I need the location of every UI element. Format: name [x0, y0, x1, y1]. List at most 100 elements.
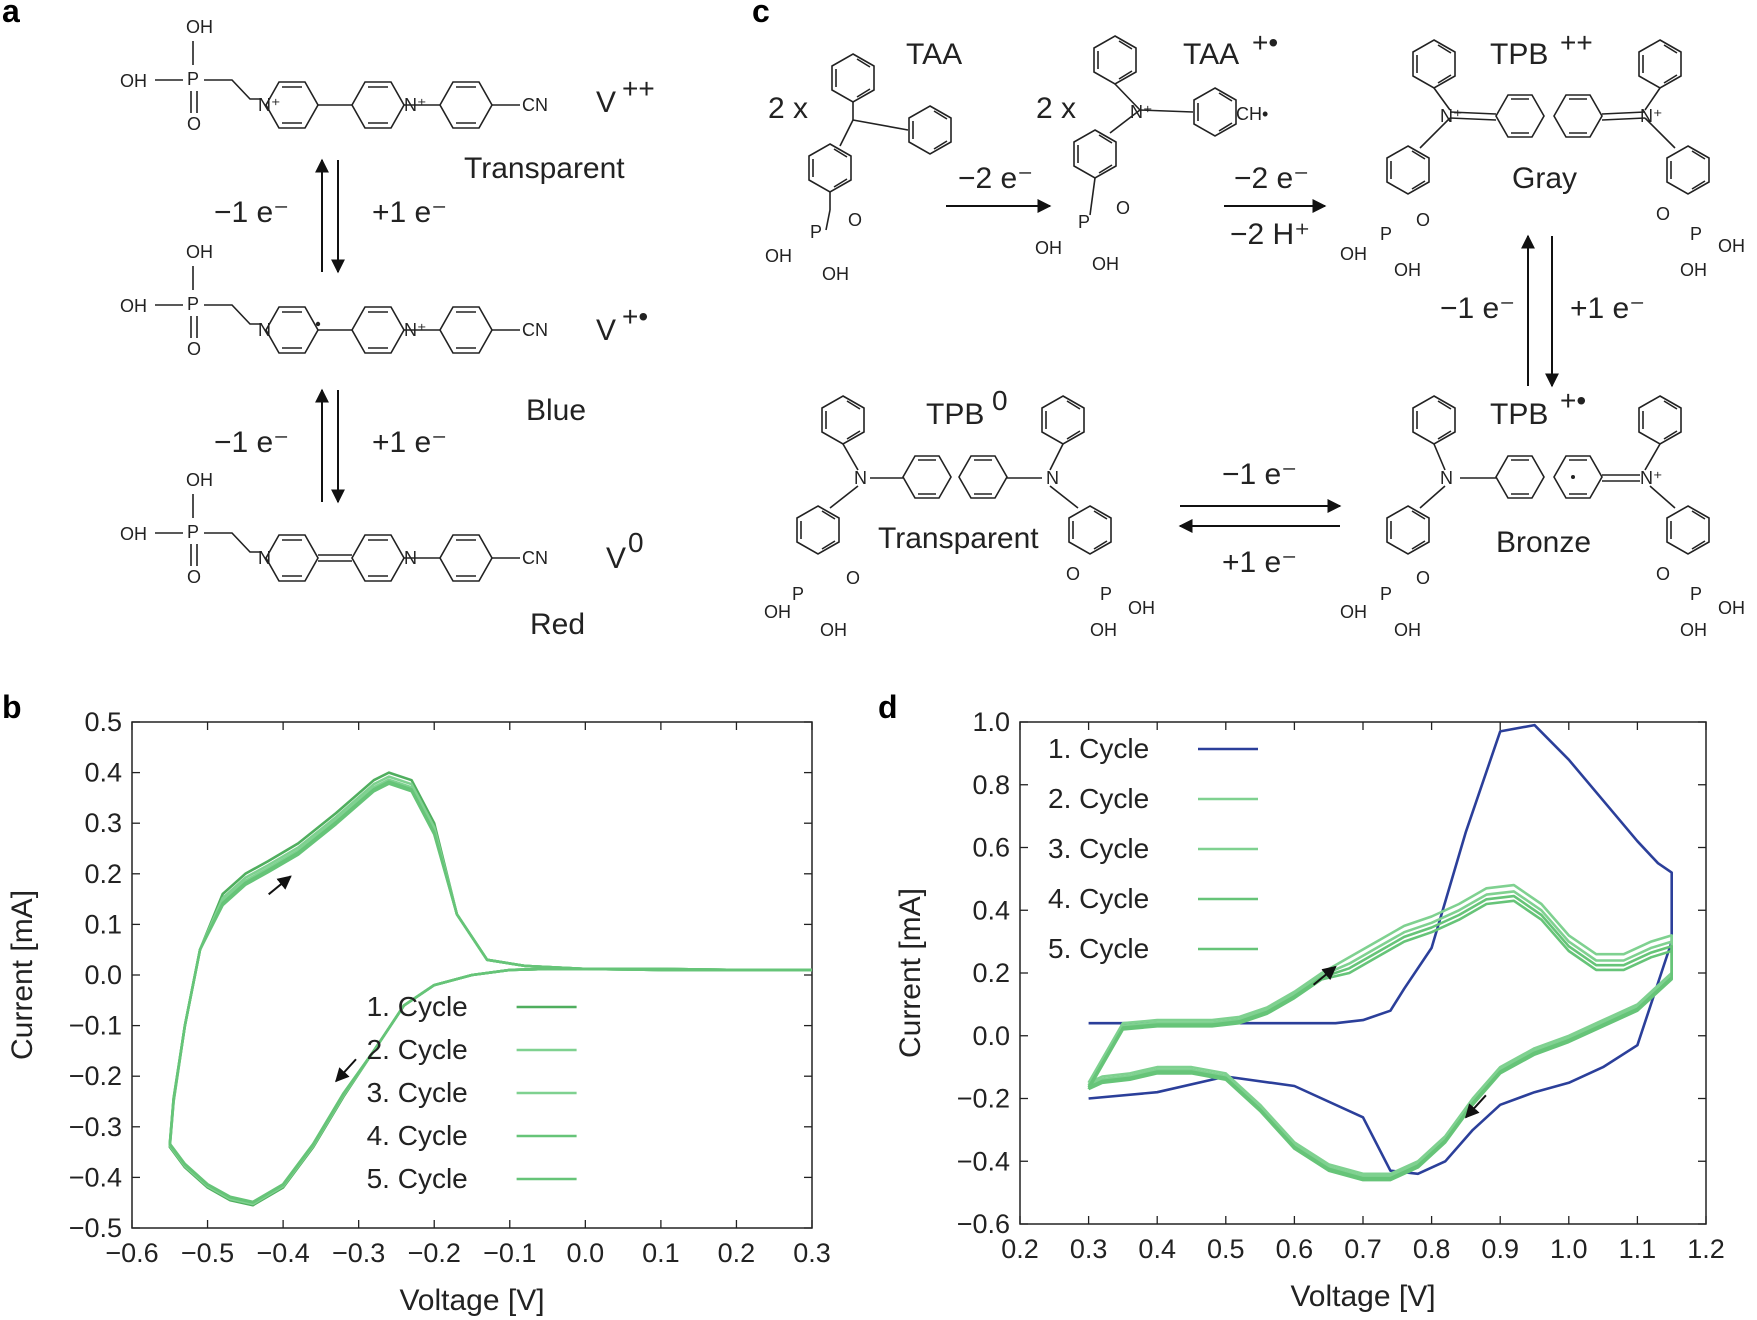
tpbr-p-r: P: [1690, 584, 1702, 604]
atom-oh-left: OH: [120, 71, 147, 91]
panel-label-c: c: [752, 0, 770, 29]
legend-item-3: 3. Cycle: [367, 1077, 577, 1108]
taa-label: TAA: [906, 38, 962, 71]
tpb0-oh-l2: OH: [820, 620, 847, 640]
x-tick-label: 1.2: [1687, 1234, 1725, 1264]
pyridinium-ring-left: [265, 534, 319, 582]
y-axis-label: Current [mA]: [894, 888, 927, 1058]
tpbr-oh-l1: OH: [1340, 602, 1367, 622]
x-tick-label: −0.6: [105, 1238, 158, 1268]
pyridinium-ring-right: [351, 81, 405, 129]
legend-item-2: 2. Cycle: [1048, 783, 1258, 814]
atom-oh-left: OH: [120, 296, 147, 316]
bond: [204, 304, 262, 325]
legend-label: 5. Cycle: [367, 1163, 468, 1194]
x-tick-label: 0.3: [1070, 1234, 1108, 1264]
chart-d: 0.2 0.3 0.4 0.5 0.6 0.7 0.8 0.9 1.0 1.1 1.2 −0.6 −0.…: [894, 707, 1725, 1313]
panel-label-b: b: [2, 689, 22, 725]
y-tick-label: −0.1: [69, 1011, 122, 1041]
atom-n-left: N: [258, 320, 271, 340]
legend-label: 5. Cycle: [1048, 933, 1149, 964]
x-tick-label: −0.4: [256, 1238, 309, 1268]
legend-item-1: 1. Cycle: [367, 991, 577, 1022]
coef1: 2 x: [768, 92, 808, 125]
x-tick-label: 0.6: [1276, 1234, 1314, 1264]
y-tick-label: −0.4: [957, 1146, 1010, 1176]
taa-p: P: [810, 222, 822, 242]
tpbr-o-r: O: [1656, 564, 1670, 584]
legend-label: 4. Cycle: [1048, 883, 1149, 914]
species-v2plus: V ++: [596, 73, 655, 119]
y-tick-label: 0.4: [84, 758, 122, 788]
taa-oh1: OH: [765, 246, 792, 266]
tpb2-o-l: O: [1416, 210, 1430, 230]
panel-label-d: d: [878, 689, 898, 725]
panel-a-scheme: OH OH P O N⁺ N⁺ CN OH OH P O N N⁺ CN OH OH P O N N CN V ++ T…: [120, 17, 655, 641]
atom-p: P: [187, 522, 199, 542]
bond: [204, 79, 262, 100]
tpb2-oh-l2: OH: [1394, 260, 1421, 280]
chart-b: −0.6 −0.5 −0.4 −0.3 −0.2 −0.1 0.0 0.1 0.2 0.3−0.5…: [6, 707, 831, 1317]
y-tick-label: −0.6: [957, 1209, 1010, 1239]
atom-cn: CN: [522, 320, 548, 340]
legend-label: 3. Cycle: [1048, 833, 1149, 864]
bond: [204, 532, 262, 553]
y-tick-label: 0.4: [972, 895, 1010, 925]
taa-structure: P OH OH O: [765, 53, 952, 284]
x-tick-label: 1.1: [1619, 1234, 1657, 1264]
legend-label: 1. Cycle: [367, 991, 468, 1022]
y-tick-label: 0.2: [84, 859, 122, 889]
legend-label: 1. Cycle: [1048, 733, 1149, 764]
tpb2-sup: ++: [1560, 27, 1593, 58]
color-transparent: Transparent: [464, 152, 625, 185]
x-tick-label: 0.8: [1413, 1234, 1451, 1264]
atom-o: O: [187, 339, 201, 359]
legend-label: 2. Cycle: [1048, 783, 1149, 814]
species-label: V: [606, 542, 626, 575]
phenyl-ring: [439, 306, 493, 354]
tpbr-p-l: P: [1380, 584, 1392, 604]
panel-c-scheme: P OH OH O TAA 2 x −2 e⁻ P OH OH O N⁺ CH•…: [764, 27, 1745, 640]
atom-cn: CN: [522, 95, 548, 115]
phenyl-ring: [439, 81, 493, 129]
atom-n-left: N: [258, 548, 271, 568]
tpb0-label: TPB: [926, 398, 984, 431]
taar-oh2: OH: [1092, 254, 1119, 274]
taa-o: O: [848, 210, 862, 230]
y-tick-label: 0.5: [84, 707, 122, 737]
series-line-2: [168, 775, 812, 1206]
pyridinium-ring-right: [351, 306, 405, 354]
x-tick-label: 0.2: [718, 1238, 756, 1268]
viologen-structure-0: OH OH P O N⁺ N⁺ CN: [120, 17, 548, 134]
taarad-sup: +•: [1252, 27, 1278, 58]
x-tick-label: −0.2: [408, 1238, 461, 1268]
legend-label: 4. Cycle: [367, 1120, 468, 1151]
y-tick-label: 0.3: [84, 808, 122, 838]
step1-label: −2 e⁻: [958, 162, 1033, 195]
atom-n-right: N: [404, 548, 417, 568]
species-label: V: [596, 86, 616, 119]
tpb2-nplus-l: N⁺: [1440, 106, 1463, 126]
direction-arrow-2: [1464, 1094, 1487, 1119]
pyridinium-ring-right: [351, 534, 405, 582]
y-tick-label: −0.4: [69, 1162, 122, 1192]
atom-p: P: [187, 294, 199, 314]
taar-oh1: OH: [1035, 238, 1062, 258]
series-line-1: [1088, 723, 1673, 1176]
taar-ch: CH•: [1236, 104, 1268, 124]
x-tick-label: 0.3: [793, 1238, 831, 1268]
tpbr-oh-r1: OH: [1718, 598, 1745, 618]
species-sup: ++: [622, 73, 655, 104]
legend-item-5: 5. Cycle: [367, 1163, 577, 1194]
tpb2-label: TPB: [1490, 38, 1548, 71]
x-tick-label: −0.1: [483, 1238, 536, 1268]
y-tick-label: −0.5: [69, 1213, 122, 1243]
tpb-neutral-structure: N N P OH OH O P OH OH O: [764, 395, 1155, 640]
atom-oh-top: OH: [186, 470, 213, 490]
radical-dot: [315, 321, 321, 327]
tpbr-n: N: [1440, 468, 1453, 488]
y-tick-label: −0.2: [69, 1061, 122, 1091]
atom-n-right: N⁺: [404, 95, 427, 115]
series-line-3: [168, 778, 812, 1205]
